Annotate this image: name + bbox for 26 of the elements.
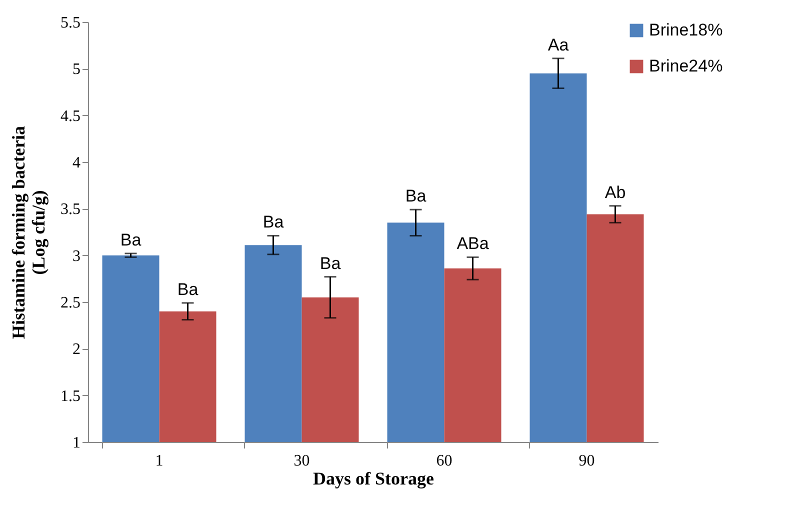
data-label: Ba bbox=[405, 186, 427, 206]
y-tick-label: 5.5 bbox=[60, 14, 80, 32]
legend-label: Brine18% bbox=[649, 20, 723, 40]
x-tick-label: 1 bbox=[155, 452, 164, 470]
y-tick-label: 2.5 bbox=[60, 294, 80, 312]
data-label: Ba bbox=[177, 280, 199, 299]
x-tick-label: 60 bbox=[436, 452, 452, 470]
y-tick-label: 2 bbox=[72, 341, 80, 358]
data-label: Ba bbox=[262, 212, 284, 232]
x-tick-label: 30 bbox=[294, 452, 310, 470]
data-label: Ba bbox=[120, 230, 142, 250]
y-tick-label: 1 bbox=[72, 434, 80, 452]
data-label: ABa bbox=[456, 234, 490, 254]
y-tick-label: 5 bbox=[72, 61, 80, 78]
y-tick-label: 3.5 bbox=[60, 201, 80, 218]
data-label: Aa bbox=[548, 35, 570, 54]
y-tick-label: 4.5 bbox=[60, 108, 80, 125]
y-tick-label: 3 bbox=[72, 248, 80, 265]
y-axis-title: Histamine forming bacteria (Log cfu/g) bbox=[8, 126, 48, 339]
x-axis-title: Days of Storage bbox=[313, 468, 434, 488]
legend-label: Brine24% bbox=[649, 56, 723, 76]
x-tick-label: 90 bbox=[578, 452, 595, 470]
data-label: Ab bbox=[604, 182, 626, 202]
y-tick-label: 1.5 bbox=[60, 388, 80, 405]
data-label: Ba bbox=[320, 254, 342, 273]
y-tick-label: 4 bbox=[72, 154, 80, 172]
